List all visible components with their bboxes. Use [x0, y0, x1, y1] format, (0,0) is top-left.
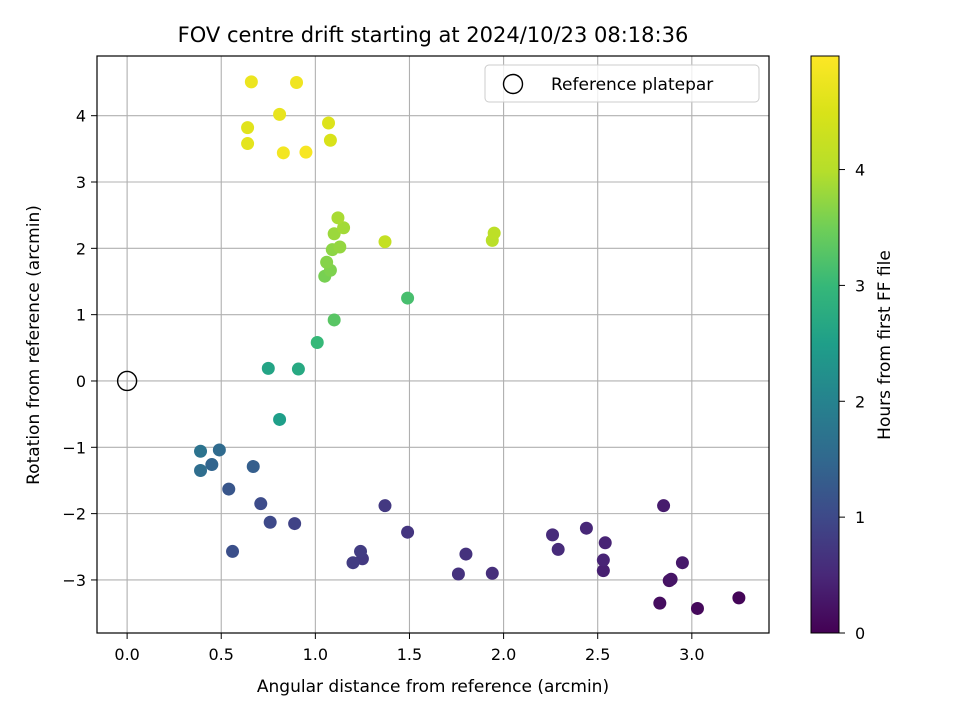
- x-axis-ticks: 0.0 0.5 1.0 1.5 2.0 2.5 3.0: [114, 633, 705, 664]
- y-tick-label: 0: [76, 372, 86, 391]
- data-point: [226, 544, 240, 558]
- data-point: [246, 460, 260, 474]
- reference-platepar-marker: [116, 370, 138, 392]
- data-point: [194, 464, 208, 478]
- y-tick-label: 4: [76, 107, 86, 126]
- colorbar-gradient: [810, 55, 840, 634]
- data-point: [596, 564, 610, 578]
- y-tick-label: −1: [62, 438, 86, 457]
- data-point: [290, 76, 304, 90]
- data-point: [485, 566, 499, 580]
- reference-point-layer: [116, 370, 138, 392]
- colorbar-tick-label: 4: [855, 161, 865, 180]
- data-point: [337, 221, 351, 235]
- data-point: [378, 235, 392, 249]
- colorbar-tick-label: 1: [855, 508, 865, 527]
- data-point: [690, 601, 704, 615]
- data-point: [327, 313, 341, 327]
- data-point: [459, 547, 473, 561]
- colorbar-tick-label: 2: [855, 392, 865, 411]
- data-point: [244, 75, 258, 89]
- y-tick-label: −3: [62, 571, 86, 590]
- colorbar-tick-label: 3: [855, 276, 865, 295]
- grid-lines: [97, 56, 769, 633]
- x-axis-label: Angular distance from reference (arcmin): [257, 677, 609, 697]
- data-point: [194, 444, 208, 458]
- data-point: [254, 497, 268, 511]
- x-tick-label: 0.0: [114, 645, 139, 664]
- x-tick-label: 2.0: [491, 645, 516, 664]
- data-point: [241, 137, 255, 151]
- data-point: [327, 227, 341, 241]
- data-point: [378, 499, 392, 513]
- data-point: [579, 521, 593, 535]
- y-tick-label: −2: [62, 505, 86, 524]
- x-tick-label: 3.0: [679, 645, 704, 664]
- chart-title: FOV centre drift starting at 2024/10/23 …: [178, 23, 689, 47]
- colorbar: 0 1 2 3 4 Hours from first FF file: [810, 55, 895, 643]
- x-tick-label: 1.0: [303, 645, 328, 664]
- x-tick-label: 1.5: [397, 645, 422, 664]
- data-point: [664, 572, 678, 586]
- data-point: [346, 556, 360, 570]
- data-point: [401, 291, 415, 305]
- colorbar-ticks: 0 1 2 3 4: [839, 161, 865, 643]
- legend-label-reference: Reference platepar: [551, 75, 713, 95]
- y-tick-label: 2: [76, 239, 86, 258]
- data-point: [732, 591, 746, 605]
- data-point: [598, 536, 612, 550]
- data-point: [675, 556, 689, 570]
- y-tick-label: 1: [76, 306, 86, 325]
- data-point: [657, 499, 671, 513]
- colorbar-label: Hours from first FF file: [875, 250, 895, 440]
- data-point: [276, 146, 290, 160]
- y-axis-ticks: −3 −2 −1 0 1 2 3 4: [62, 107, 97, 590]
- data-point: [596, 553, 610, 567]
- data-point: [320, 255, 334, 269]
- x-tick-label: 2.5: [585, 645, 610, 664]
- y-axis-label: Rotation from reference (arcmin): [24, 205, 44, 485]
- colorbar-tick-label: 0: [855, 624, 865, 643]
- data-point: [401, 525, 415, 539]
- data-point: [288, 517, 302, 531]
- data-point: [331, 211, 345, 225]
- data-point: [451, 567, 465, 581]
- data-point: [205, 458, 219, 472]
- plot-frame: [96, 55, 770, 634]
- data-point: [222, 482, 236, 496]
- data-point: [323, 133, 337, 147]
- data-point: [291, 362, 305, 376]
- data-point: [546, 528, 560, 542]
- data-point: [261, 361, 275, 375]
- data-point: [310, 336, 324, 350]
- data-point: [354, 544, 368, 558]
- data-point: [333, 240, 347, 254]
- legend-frame: [484, 64, 760, 103]
- data-point: [322, 116, 336, 130]
- x-tick-label: 0.5: [209, 645, 234, 664]
- data-point: [299, 145, 313, 159]
- data-point: [273, 107, 287, 121]
- legend-hollow-circle-marker: [502, 73, 524, 95]
- data-point: [487, 226, 501, 240]
- data-points: [194, 75, 746, 615]
- data-point: [551, 542, 565, 556]
- data-point: [273, 412, 287, 426]
- y-tick-label: 3: [76, 173, 86, 192]
- legend-box: Reference platepar: [484, 64, 760, 103]
- data-point: [653, 596, 667, 610]
- data-point: [241, 121, 255, 135]
- data-point: [263, 515, 277, 529]
- data-point: [212, 443, 226, 457]
